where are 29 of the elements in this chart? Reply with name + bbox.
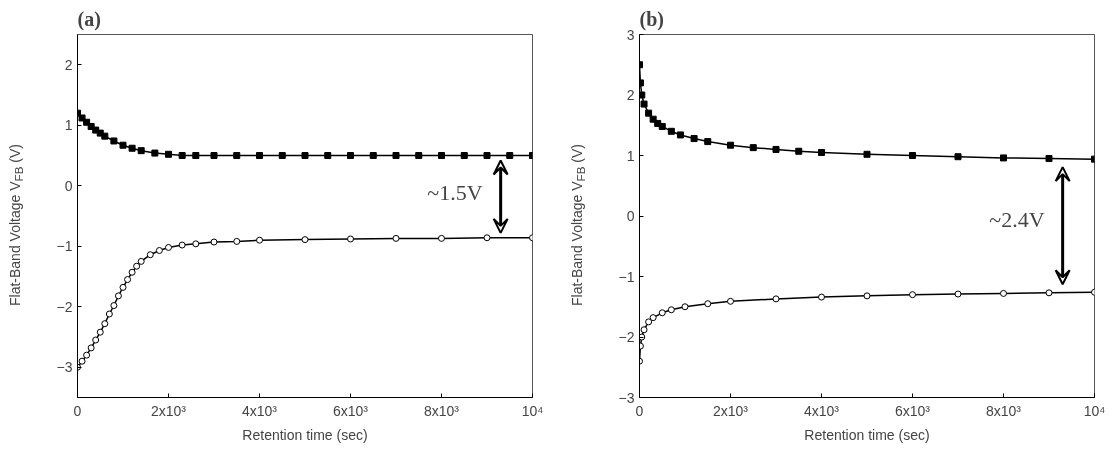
y-tick-label: −2 [618, 329, 635, 345]
y-tick-label: −2 [56, 298, 73, 315]
y-tick-label: 0 [626, 208, 635, 224]
y-tick-label: 2 [64, 56, 73, 73]
chart-title: (a) [77, 7, 101, 31]
y-tick-label: 1 [64, 117, 73, 134]
y-tick-label: −1 [56, 238, 73, 255]
annotation: ~1.5V [427, 180, 483, 206]
y-tick-label: 2 [626, 87, 635, 103]
x-axis-title: Retention time (sec) [804, 426, 930, 443]
x-tick-label: 8x10³ [985, 402, 1022, 419]
x-tick-label: 4x10³ [241, 402, 278, 419]
y-tick-label: −1 [618, 268, 635, 285]
x-tick-label: 10⁴ [521, 402, 544, 419]
x-tick-label: 4x10³ [803, 402, 840, 419]
y-tick-label: 3 [626, 26, 635, 43]
chart-title: (b) [639, 7, 664, 31]
x-tick-label: 6x10³ [894, 402, 931, 419]
y-tick-label: −3 [618, 389, 635, 406]
x-tick-label: 8x10³ [423, 402, 460, 419]
y-tick-label: −3 [56, 359, 73, 376]
annotation: ~2.4V [989, 206, 1045, 232]
x-tick-label: 6x10³ [332, 402, 369, 419]
x-tick-label: 2x10³ [712, 402, 749, 419]
y-tick-label: 1 [626, 147, 635, 164]
x-axis-title: Retention time (sec) [242, 426, 368, 443]
x-tick-label: 2x10³ [150, 402, 187, 419]
x-tick-label: 10⁴ [1083, 402, 1106, 419]
y-tick-label: 0 [64, 177, 73, 194]
